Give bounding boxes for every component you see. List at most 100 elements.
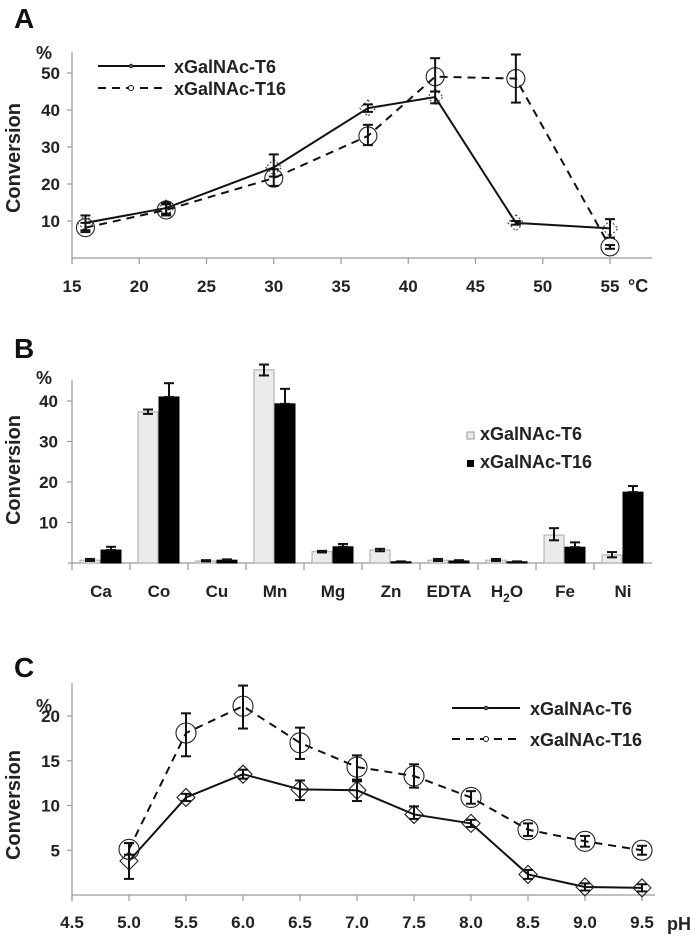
x-tick-label: 35 xyxy=(332,277,351,296)
marks-c xyxy=(118,684,653,898)
y-tick-label: 30 xyxy=(41,138,60,157)
y-tick-label: 5 xyxy=(51,841,60,860)
series-xgalnac-t6 xyxy=(119,764,652,898)
x-tick-label: 8.5 xyxy=(516,913,540,932)
legend-label-c-t16: xGalNAc-T16 xyxy=(530,730,642,750)
x-tick-label: Mn xyxy=(263,582,288,601)
x-tick-label: Ca xyxy=(90,582,112,601)
x-tick-label: 5.5 xyxy=(174,913,198,932)
data-point-diamond xyxy=(359,99,377,117)
marks-b xyxy=(79,363,644,564)
series-xgalnac-t16 xyxy=(118,684,653,861)
data-point-circle xyxy=(118,838,140,860)
y-tick-label: 10 xyxy=(41,212,60,231)
x-tick-label: 7.0 xyxy=(345,913,369,932)
data-point-circle xyxy=(600,237,620,257)
legend-label-b-t16: xGalNAc-T16 xyxy=(480,452,592,472)
data-point-circle xyxy=(517,819,539,841)
data-point-diamond xyxy=(176,787,196,808)
data-point-diamond xyxy=(575,877,595,897)
legend-a: xGalNAc-T6 xGalNAc-T16 xyxy=(98,57,286,99)
x-unit-label-a: °C xyxy=(628,276,648,296)
bar-co-t6 xyxy=(137,411,159,564)
legend-label-b-t6: xGalNAc-T6 xyxy=(480,424,582,444)
panel-a-temperature: A % Conversion °C 10 20 30 40 50 15 20 25 30 35 40… xyxy=(3,3,652,296)
x-tick-label: 6.0 xyxy=(231,913,255,932)
series-xgalnac-t16 xyxy=(75,53,620,257)
x-tick-label: 55 xyxy=(601,277,620,296)
legend-marker-t6 xyxy=(128,63,134,69)
data-point-diamond xyxy=(632,878,652,898)
data-point-circle xyxy=(156,200,176,220)
legend-label-t16: xGalNAc-T16 xyxy=(174,79,286,99)
x-tick-label: Zn xyxy=(381,582,402,601)
x-tick-label: Ni xyxy=(615,582,632,601)
bar-ni-t16 xyxy=(622,491,644,564)
bar-ca-t16 xyxy=(100,549,122,564)
x-tick-label: Cu xyxy=(206,582,229,601)
bar-mn-t16 xyxy=(274,403,296,564)
series-line xyxy=(128,705,643,852)
bar-co-t16 xyxy=(158,396,180,564)
y-tick-label: 20 xyxy=(41,175,60,194)
data-point-circle xyxy=(75,218,95,238)
x-tick-label: H2O xyxy=(491,582,523,605)
data-point-diamond xyxy=(264,158,283,177)
x-tick-label: 40 xyxy=(399,277,418,296)
bar-mn-t6 xyxy=(253,369,275,564)
y-tick-label: 40 xyxy=(41,101,60,120)
x-unit-label-c: pH xyxy=(667,914,690,934)
data-point-diamond xyxy=(507,214,525,232)
x-tick-label: 25 xyxy=(197,277,216,296)
y-tick-label: 15 xyxy=(41,752,60,771)
y-tick-label: 20 xyxy=(41,707,60,726)
x-tick-label: 9.0 xyxy=(573,913,597,932)
y-axis-title-c: Conversion xyxy=(3,750,25,860)
y-tick-label: 10 xyxy=(39,514,58,533)
bar-fe-t16 xyxy=(564,546,586,564)
y-tick-label: 10 xyxy=(41,797,60,816)
data-point-circle xyxy=(631,839,653,861)
x-tick-label: 45 xyxy=(466,277,485,296)
y-unit-label-c: % xyxy=(36,696,52,716)
y-unit-label-b: % xyxy=(36,368,52,388)
y-tick-label: 30 xyxy=(39,433,58,452)
legend-swatch-t16 xyxy=(467,460,474,467)
legend-b: xGalNAc-T6 xGalNAc-T16 xyxy=(466,424,592,472)
data-point-diamond xyxy=(157,199,175,217)
legend-c: xGalNAc-T6 xGalNAc-T16 xyxy=(452,699,642,750)
x-tick-label: 7.5 xyxy=(402,913,426,932)
x-tick-label: Fe xyxy=(555,582,575,601)
bar-mg-t16 xyxy=(332,546,354,564)
x-tick-label: 15 xyxy=(63,277,82,296)
panel-b-metal-ions: B % Conversion 10 20 30 40 Ca Co Cu Mn Mg Zn EDTA H… xyxy=(3,333,652,605)
y-axis-title-b: Conversion xyxy=(3,415,25,525)
x-tick-label: 8.0 xyxy=(459,913,483,932)
data-point-diamond xyxy=(404,804,424,825)
legend-label-t6: xGalNAc-T6 xyxy=(174,57,276,77)
x-tick-label: Co xyxy=(148,582,171,601)
data-point-diamond xyxy=(518,864,538,885)
x-tick-label: 6.5 xyxy=(288,913,312,932)
legend-marker-c-t6 xyxy=(483,705,489,711)
x-tick-label: 5.0 xyxy=(117,913,141,932)
x-tick-label: 9.5 xyxy=(630,913,654,932)
series-line xyxy=(85,75,611,248)
y-unit-label-a: % xyxy=(36,43,52,63)
data-point-circle xyxy=(460,786,482,808)
panel-label-b: B xyxy=(14,333,34,364)
legend-marker-t16 xyxy=(128,85,134,91)
series-line xyxy=(85,95,611,230)
x-tick-label: 50 xyxy=(533,277,552,296)
y-tick-label: 40 xyxy=(39,392,58,411)
data-point-diamond xyxy=(233,764,253,784)
x-tick-label: 20 xyxy=(130,277,149,296)
panel-c-ph: C % Conversion pH 5 10 15 20 4.5 5.0 5.5 6.0 6.5… xyxy=(3,652,690,934)
series-line xyxy=(128,773,643,889)
panel-label-c: C xyxy=(14,652,34,683)
y-axis-title-a: Conversion xyxy=(3,103,25,213)
y-tick-label: 20 xyxy=(39,473,58,492)
legend-marker-c-t16 xyxy=(483,736,489,742)
x-tick-label: 30 xyxy=(264,277,283,296)
